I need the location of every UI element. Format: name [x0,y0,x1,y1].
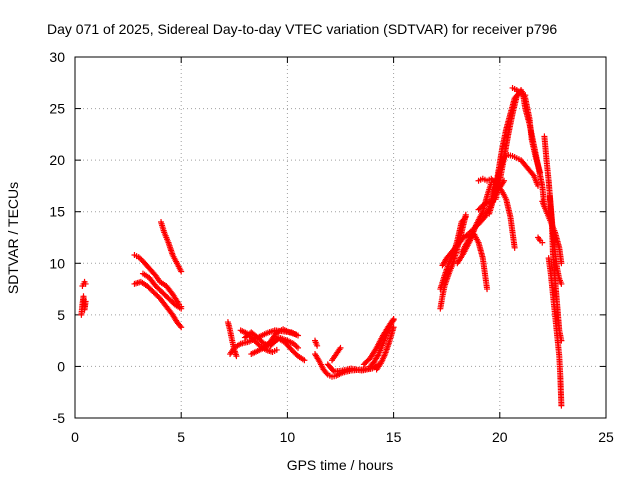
data-point [461,215,468,222]
data-point [292,331,299,338]
data-point [558,402,565,409]
data-point [511,244,518,251]
data-point [177,322,184,329]
x-tick-label: 15 [386,429,402,445]
data-point [178,305,185,312]
data-point [484,286,491,293]
y-tick-label: 5 [57,307,65,323]
y-tick-label: 25 [49,101,65,117]
data-point [273,346,280,353]
y-tick-label: -5 [53,410,66,426]
y-tick-label: 10 [49,255,65,271]
data-point [390,317,397,324]
chart-title: Day 071 of 2025, Sidereal Day-to-day VTE… [47,21,557,37]
data-point [558,280,565,287]
data-point [537,169,544,176]
data-point [314,342,321,349]
x-axis-label: GPS time / hours [287,457,394,473]
data-point [323,370,330,377]
data-point [529,171,536,178]
x-tick-label: 20 [492,429,508,445]
plot-frame [74,56,607,419]
data-point [390,324,397,331]
data-point [558,337,565,344]
data-point [539,239,546,246]
data-point [233,353,240,360]
data-point [522,92,529,99]
data-point [82,298,89,305]
y-tick-label: 30 [49,49,65,65]
data-point [178,268,185,275]
data-point [462,213,469,220]
x-tick-label: 25 [598,429,614,445]
data-point [295,344,302,351]
y-tick-label: 0 [57,358,65,374]
data-point [178,324,185,331]
x-tick-label: 5 [177,429,185,445]
y-tick-label: 20 [49,152,65,168]
x-tick-label: 10 [280,429,296,445]
y-tick-label: 15 [49,204,65,220]
data-point [301,357,308,364]
data-point [82,280,89,287]
y-axis-label: SDTVAR / TECUs [5,182,21,294]
data-point [293,343,300,350]
axis-ticks: 0 5 10 15 20 25 -5 0 5 10 15 20 25 30 [49,49,614,445]
x-tick-label: 0 [71,429,79,445]
data-marks [78,84,565,409]
data-point [330,367,337,374]
data-point [337,344,344,351]
grid [75,57,606,418]
